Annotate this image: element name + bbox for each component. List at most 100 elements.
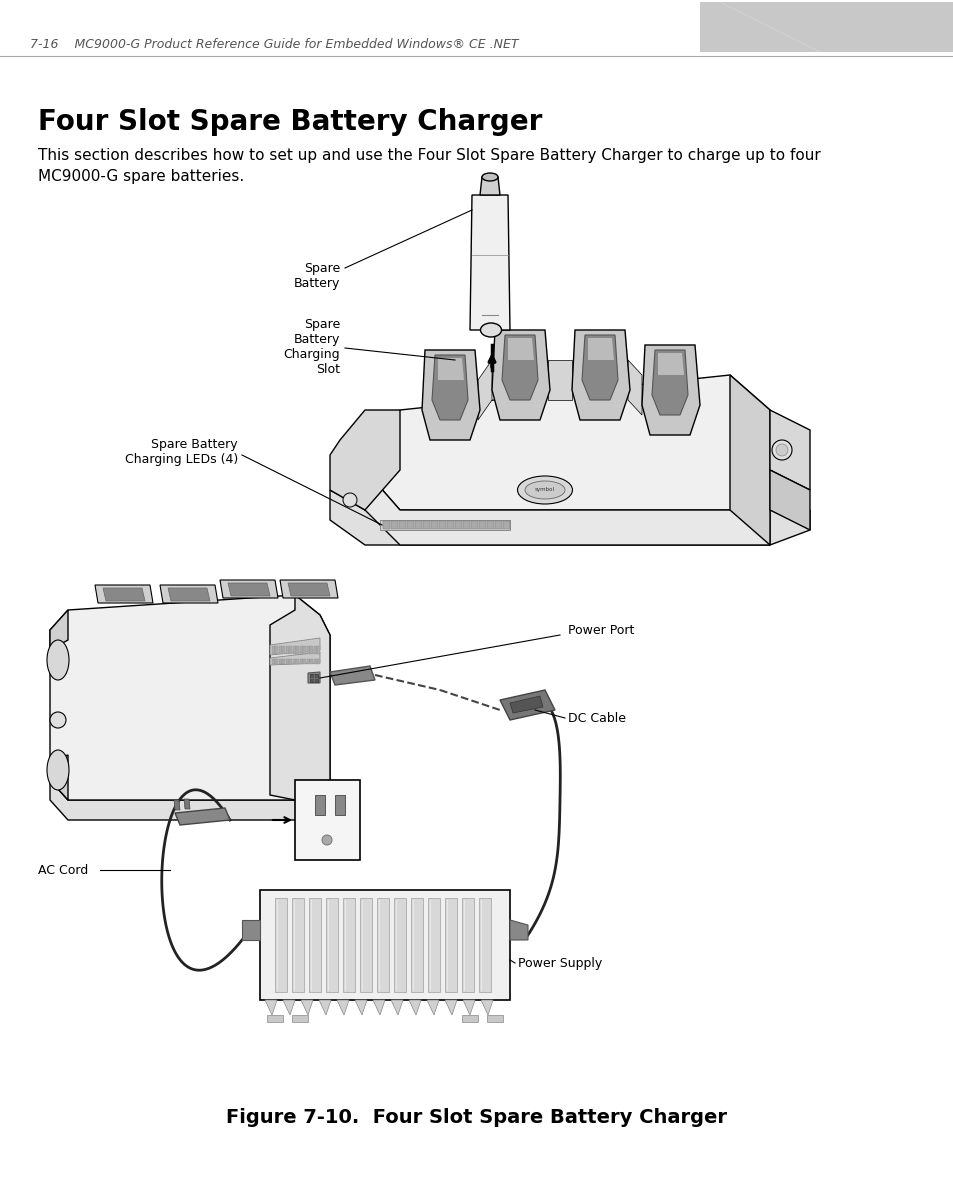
Polygon shape (438, 520, 446, 529)
Polygon shape (270, 638, 319, 655)
Polygon shape (265, 1000, 276, 1014)
Polygon shape (310, 645, 314, 654)
Polygon shape (220, 581, 277, 599)
Polygon shape (296, 645, 299, 654)
Polygon shape (421, 350, 479, 440)
Polygon shape (299, 645, 303, 654)
Polygon shape (274, 898, 287, 992)
Polygon shape (427, 1000, 438, 1014)
Polygon shape (478, 898, 491, 992)
Polygon shape (658, 353, 683, 375)
Text: Spare Battery
Charging LEDs (4): Spare Battery Charging LEDs (4) (125, 438, 237, 466)
Text: Four Slot Spare Battery Charger: Four Slot Spare Battery Charger (38, 108, 542, 136)
Polygon shape (376, 898, 389, 992)
Polygon shape (461, 898, 474, 992)
Polygon shape (318, 1000, 331, 1014)
Polygon shape (477, 361, 492, 419)
Polygon shape (278, 645, 282, 654)
Polygon shape (581, 335, 618, 400)
Polygon shape (471, 520, 477, 529)
Polygon shape (260, 889, 510, 1000)
Polygon shape (432, 355, 468, 419)
Polygon shape (444, 898, 456, 992)
Polygon shape (286, 645, 289, 654)
Polygon shape (272, 645, 274, 654)
Polygon shape (769, 470, 809, 530)
Polygon shape (462, 1000, 475, 1014)
Circle shape (775, 444, 787, 456)
Polygon shape (627, 361, 641, 415)
Polygon shape (486, 520, 494, 529)
Polygon shape (317, 645, 320, 654)
Ellipse shape (481, 173, 497, 182)
Polygon shape (173, 801, 180, 810)
Polygon shape (296, 659, 299, 664)
Polygon shape (486, 1014, 502, 1022)
Polygon shape (651, 350, 687, 415)
Polygon shape (293, 659, 295, 664)
Polygon shape (272, 659, 274, 664)
Polygon shape (310, 659, 314, 664)
Polygon shape (510, 920, 527, 940)
Polygon shape (299, 659, 303, 664)
Polygon shape (95, 585, 152, 603)
Polygon shape (391, 520, 397, 529)
Polygon shape (455, 520, 461, 529)
Polygon shape (293, 645, 295, 654)
Polygon shape (310, 674, 317, 682)
Polygon shape (317, 659, 320, 664)
Polygon shape (242, 920, 260, 940)
Polygon shape (461, 1014, 477, 1022)
Polygon shape (50, 595, 330, 801)
Polygon shape (160, 585, 218, 603)
Polygon shape (289, 659, 293, 664)
Polygon shape (184, 799, 190, 809)
Polygon shape (478, 520, 485, 529)
Polygon shape (50, 609, 68, 650)
Polygon shape (507, 338, 534, 361)
Polygon shape (174, 808, 230, 825)
Polygon shape (462, 520, 470, 529)
Ellipse shape (47, 750, 69, 790)
Polygon shape (103, 588, 145, 601)
Polygon shape (437, 358, 463, 380)
Polygon shape (720, 2, 953, 52)
Polygon shape (278, 659, 282, 664)
Polygon shape (326, 898, 337, 992)
Polygon shape (422, 520, 430, 529)
Polygon shape (641, 345, 700, 435)
Polygon shape (359, 898, 372, 992)
Ellipse shape (480, 323, 501, 337)
Circle shape (771, 440, 791, 460)
Polygon shape (373, 1000, 385, 1014)
Polygon shape (330, 490, 809, 545)
Polygon shape (292, 898, 304, 992)
Polygon shape (308, 672, 319, 683)
Polygon shape (314, 659, 316, 664)
Polygon shape (391, 1000, 402, 1014)
Polygon shape (292, 1014, 308, 1022)
Polygon shape (303, 645, 306, 654)
Polygon shape (480, 1000, 493, 1014)
Polygon shape (769, 410, 809, 490)
Polygon shape (282, 659, 285, 664)
Polygon shape (335, 795, 345, 815)
Polygon shape (407, 520, 414, 529)
Polygon shape (309, 898, 320, 992)
Polygon shape (314, 645, 316, 654)
Polygon shape (303, 659, 306, 664)
Polygon shape (470, 195, 510, 331)
Polygon shape (495, 520, 501, 529)
Text: symbol: symbol (535, 488, 555, 493)
Polygon shape (314, 795, 325, 815)
Polygon shape (499, 690, 555, 720)
Polygon shape (355, 1000, 367, 1014)
Polygon shape (343, 898, 355, 992)
Polygon shape (336, 1000, 349, 1014)
Polygon shape (587, 338, 614, 361)
Polygon shape (409, 1000, 420, 1014)
Text: Figure 7-10.  Four Slot Spare Battery Charger: Figure 7-10. Four Slot Spare Battery Cha… (226, 1108, 727, 1127)
Polygon shape (267, 1014, 283, 1022)
Polygon shape (492, 331, 550, 419)
Polygon shape (365, 470, 769, 545)
